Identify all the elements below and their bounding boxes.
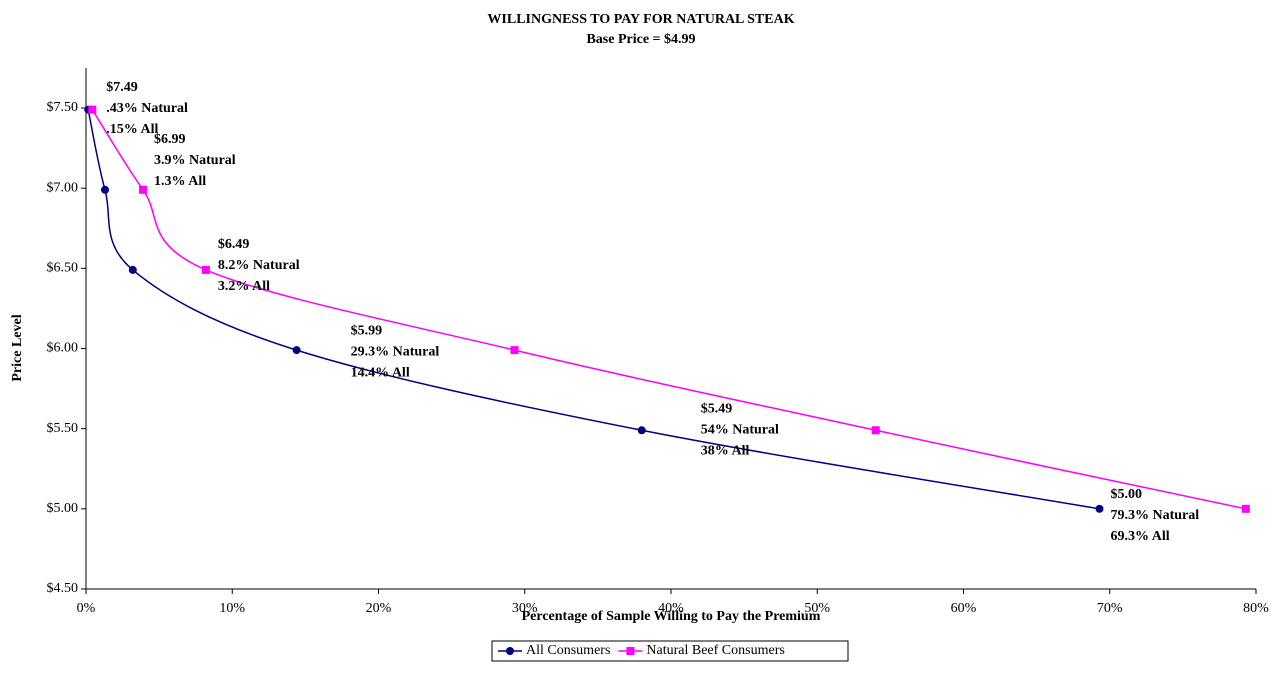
x-tick-label: 40% <box>658 601 684 616</box>
legend-label: Natural Beef Consumers <box>646 643 784 658</box>
annotation: 3.2% All <box>218 279 270 294</box>
y-tick-label: $4.50 <box>47 581 79 596</box>
annotation: 69.3% All <box>1111 529 1170 544</box>
marker <box>871 426 880 435</box>
x-tick-label: 60% <box>951 601 977 616</box>
annotation: $6.99 <box>154 132 186 147</box>
legend-marker <box>626 647 635 655</box>
annotation: 1.3% All <box>154 174 206 189</box>
annotation: $6.49 <box>218 237 250 252</box>
marker <box>1241 504 1250 513</box>
y-tick-label: $5.00 <box>47 501 79 516</box>
marker <box>201 265 210 274</box>
annotation: $5.99 <box>351 323 383 338</box>
marker <box>128 265 137 274</box>
y-tick-label: $5.50 <box>47 421 79 436</box>
marker <box>637 426 646 435</box>
y-tick-label: $7.50 <box>47 100 79 115</box>
x-tick-label: 0% <box>77 601 96 616</box>
y-tick-label: $6.50 <box>47 261 79 276</box>
annotation: .15% All <box>106 122 158 137</box>
y-axis-label: Price Level <box>10 314 25 381</box>
x-tick-label: 20% <box>366 601 392 616</box>
x-tick-label: 80% <box>1243 601 1269 616</box>
marker <box>88 105 97 114</box>
x-tick-label: 30% <box>512 601 538 616</box>
y-tick-label: $6.00 <box>47 341 79 356</box>
legend-marker <box>506 647 514 655</box>
chart-title: WILLINGNESS TO PAY FOR NATURAL STEAK <box>487 12 794 27</box>
marker <box>292 346 301 355</box>
annotation: 3.9% Natural <box>154 153 236 168</box>
annotation: 14.4% All <box>351 365 410 380</box>
annotation: 79.3% Natural <box>1111 508 1200 523</box>
marker <box>139 185 148 194</box>
annotation: 38% All <box>701 443 750 458</box>
x-axis-label: Percentage of Sample Willing to Pay the … <box>522 609 821 624</box>
legend-box <box>491 640 849 662</box>
x-tick-label: 10% <box>219 601 245 616</box>
annotation: 54% Natural <box>701 422 779 437</box>
chart-subtitle: Base Price = $4.99 <box>586 32 695 47</box>
marker <box>510 346 519 355</box>
x-tick-label: 50% <box>804 601 830 616</box>
annotation: .43% Natural <box>106 101 188 116</box>
marker <box>1095 504 1104 513</box>
annotation: 29.3% Natural <box>351 344 440 359</box>
series-line <box>87 109 1100 510</box>
annotation: 8.2% Natural <box>218 258 300 273</box>
series-line <box>91 109 1246 510</box>
annotation: $5.49 <box>701 401 733 416</box>
annotation: $5.00 <box>1111 487 1143 502</box>
x-tick-label: 70% <box>1097 601 1123 616</box>
annotation: $7.49 <box>106 80 138 95</box>
legend-label: All Consumers <box>526 643 610 658</box>
marker <box>101 185 110 194</box>
y-tick-label: $7.00 <box>47 180 79 195</box>
